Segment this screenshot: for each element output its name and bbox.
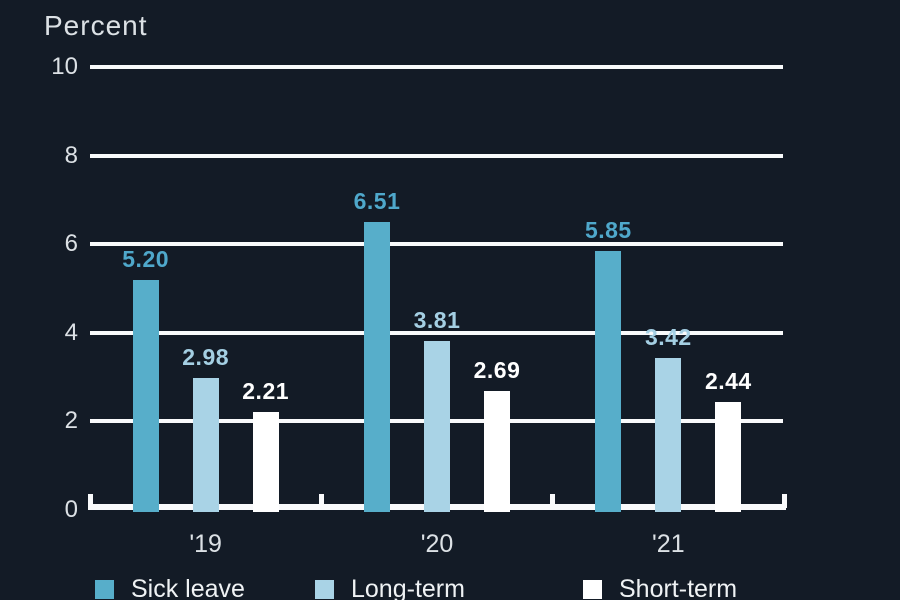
bar-long-term-19 xyxy=(192,377,219,512)
legend-label-short-term: Short-term xyxy=(619,574,738,600)
x-axis-category-label-19: '19 xyxy=(189,530,222,558)
bar-value-label-sick-leave-21: 5.85 xyxy=(584,216,632,243)
legend: Sick leave Long-term Short-term xyxy=(0,574,900,600)
bar-value-label-long-term-20: 3.81 xyxy=(413,307,461,334)
bar-short-term-19 xyxy=(252,412,279,512)
bar-value-label-short-term-20: 2.69 xyxy=(473,356,521,383)
legend-item-short-term: Short-term xyxy=(583,574,738,600)
x-axis-category-label-21: '21 xyxy=(652,530,685,558)
y-axis-tick-label-2: 2 xyxy=(64,407,78,435)
legend-item-long-term: Long-term xyxy=(315,574,465,600)
bar-long-term-21 xyxy=(655,358,682,512)
bar-long-term-20 xyxy=(424,341,450,512)
bar-sick-leave-20 xyxy=(364,221,390,512)
bar-value-label-long-term-19: 2.98 xyxy=(182,343,230,370)
x-axis-tick-1 xyxy=(318,494,324,508)
gridline-10 xyxy=(90,65,783,69)
bar-short-term-21 xyxy=(715,401,742,512)
bar-value-label-short-term-19: 2.21 xyxy=(242,378,290,405)
bar-value-label-long-term-21: 3.42 xyxy=(644,324,692,351)
legend-label-sick-leave: Sick leave xyxy=(131,574,245,600)
legend-label-long-term: Long-term xyxy=(351,574,465,600)
y-axis-tick-label-0: 0 xyxy=(64,496,78,523)
legend-swatch-short-term xyxy=(583,579,602,599)
y-axis-tick-label-8: 8 xyxy=(64,141,78,169)
x-axis-tick-0 xyxy=(87,494,93,508)
bar-sick-leave-19 xyxy=(132,279,159,512)
y-axis-tick-label-4: 4 xyxy=(64,318,78,346)
legend-item-sick-leave: Sick leave xyxy=(95,574,245,600)
bar-value-label-sick-leave-19: 5.20 xyxy=(122,245,170,272)
bar-short-term-20 xyxy=(484,390,510,512)
gridline-6 xyxy=(90,242,783,247)
y-axis-tick-label-6: 6 xyxy=(64,230,78,258)
bar-value-label-sick-leave-20: 6.51 xyxy=(353,187,401,214)
x-axis-category-label-20: '20 xyxy=(420,530,454,558)
bar-sick-leave-21 xyxy=(595,250,622,512)
y-axis-title: Percent xyxy=(44,10,148,41)
gridline-4 xyxy=(90,330,783,335)
y-axis-tick-label-10: 10 xyxy=(51,53,78,80)
legend-swatch-long-term xyxy=(315,579,334,599)
x-axis-tick-3 xyxy=(781,494,787,508)
x-axis-tick-2 xyxy=(550,494,556,508)
bar-value-label-short-term-21: 2.44 xyxy=(704,367,752,394)
gridline-8 xyxy=(90,153,783,158)
legend-swatch-sick-leave xyxy=(95,579,114,599)
